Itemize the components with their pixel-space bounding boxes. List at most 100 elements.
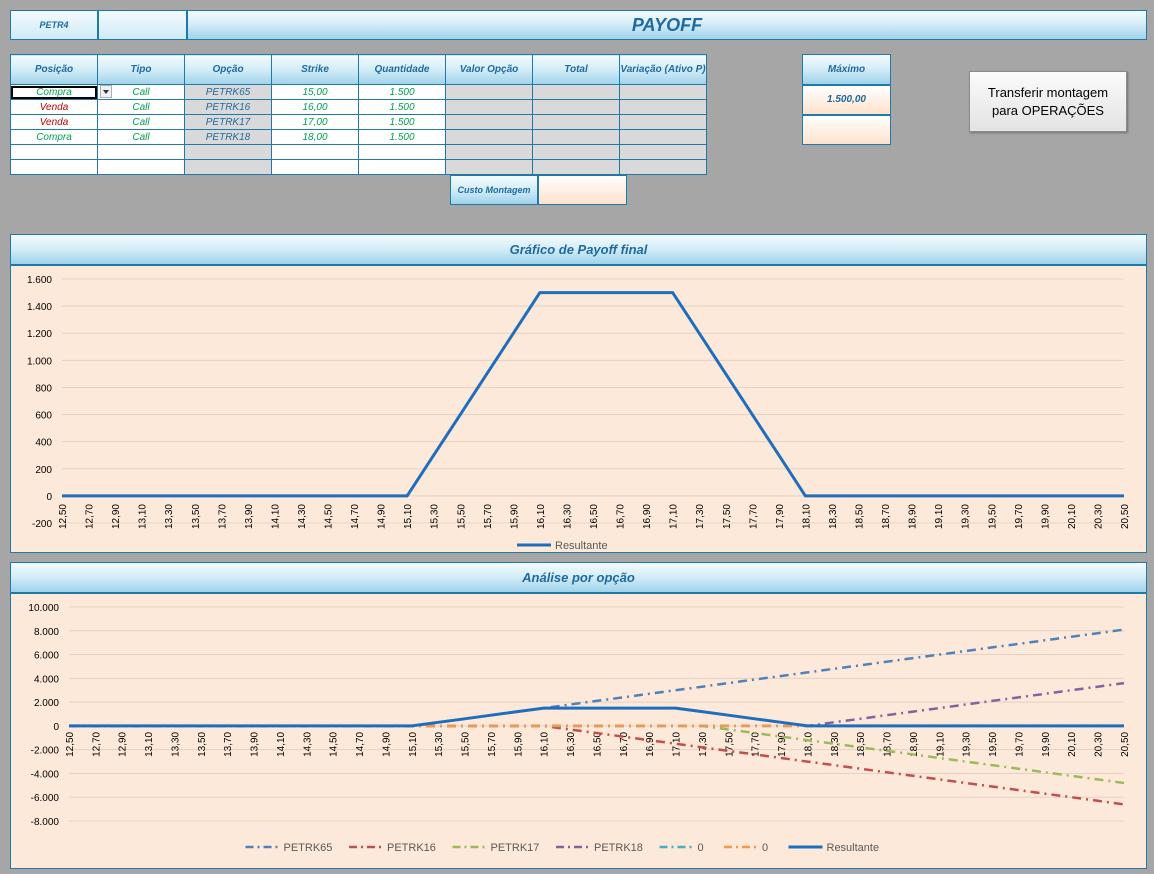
ticker-label: PETR4 xyxy=(39,20,69,30)
x-tick-label: 13,90 xyxy=(250,731,261,756)
ticker-blank-cell[interactable] xyxy=(98,10,187,40)
x-tick-label: 15,10 xyxy=(408,731,419,756)
strike-cell[interactable] xyxy=(271,159,359,175)
opcao-cell xyxy=(184,144,272,160)
x-tick-label: 19,50 xyxy=(987,504,998,529)
tipo-cell[interactable] xyxy=(97,159,185,175)
variacao-cell xyxy=(619,159,707,175)
col-header-variacao: Variação (Ativo P) xyxy=(619,54,707,85)
strike-cell[interactable]: 18,00 xyxy=(271,129,359,145)
tipo-cell[interactable]: Call xyxy=(97,114,185,130)
x-tick-label: 17,90 xyxy=(775,504,786,529)
x-tick-label: 15,50 xyxy=(456,504,467,529)
posicao-cell[interactable] xyxy=(10,144,98,160)
variacao-cell xyxy=(619,84,707,100)
x-tick-label: 19,30 xyxy=(962,731,973,756)
posicao-value: Compra xyxy=(36,86,72,98)
y-tick-label: 1.000 xyxy=(27,356,52,367)
y-tick-label: 800 xyxy=(35,383,52,394)
y-tick-label: -4.000 xyxy=(31,769,60,780)
maximo-value-cell: 1.500,00 xyxy=(802,85,891,115)
y-tick-label: 0 xyxy=(53,722,59,733)
x-tick-label: 13,70 xyxy=(217,504,228,529)
x-tick-label: 18,10 xyxy=(804,731,815,756)
transfer-button-line1: Transferir montagem xyxy=(987,84,1109,100)
total-cell xyxy=(532,99,620,115)
posicao-cell[interactable] xyxy=(10,159,98,175)
col-header-tipo: Tipo xyxy=(97,54,185,85)
analysis-chart: -8.000 -6.000 -4.000 -2.000 0 2.000 4.000 6.000… xyxy=(28,603,1131,854)
transfer-button-line2: para OPERAÇÕES xyxy=(991,102,1104,118)
quantidade-cell[interactable]: 1.500 xyxy=(358,129,446,145)
total-cell xyxy=(532,144,620,160)
y-tick-label: 10.000 xyxy=(28,603,59,614)
quantidade-cell[interactable]: 1.500 xyxy=(358,84,446,100)
x-tick-label: 18,90 xyxy=(908,504,919,529)
x-tick-label: 17,50 xyxy=(722,504,733,529)
tipo-cell[interactable]: Call xyxy=(97,129,185,145)
chevron-down-icon[interactable] xyxy=(100,85,112,98)
chart2-panel: -8.000 -6.000 -4.000 -2.000 0 2.000 4.000 6.000… xyxy=(10,593,1147,869)
x-tick-label: 17,70 xyxy=(751,731,762,756)
posicao-cell[interactable]: Venda xyxy=(10,99,98,115)
x-tick-label: 19,90 xyxy=(1041,731,1052,756)
ticker-cell[interactable]: PETR4 xyxy=(10,10,98,40)
posicao-cell[interactable]: Venda xyxy=(10,114,98,130)
maximo-header: Máximo xyxy=(802,54,891,85)
strike-cell[interactable]: 17,00 xyxy=(271,114,359,130)
tipo-cell[interactable] xyxy=(97,144,185,160)
variacao-cell xyxy=(619,144,707,160)
quantidade-cell[interactable] xyxy=(358,144,446,160)
col-header-posicao: Posição xyxy=(10,54,98,85)
quantidade-cell[interactable]: 1.500 xyxy=(358,99,446,115)
opcao-cell: PETRK17 xyxy=(184,114,272,130)
x-tick-label: 18,50 xyxy=(855,504,866,529)
strike-cell[interactable]: 16,00 xyxy=(271,99,359,115)
y-tick-label: 6.000 xyxy=(34,651,59,662)
y-tick-label: -8.000 xyxy=(31,817,60,828)
posicao-cell[interactable]: Compra xyxy=(10,129,98,145)
table-row: Compra Call PETRK65 15,00 1.500 xyxy=(10,84,707,100)
x-tick-label: 14,70 xyxy=(350,504,361,529)
page-title: PAYOFF xyxy=(187,10,1147,40)
x-tick-label: 15,30 xyxy=(430,504,441,529)
x-tick-label: 12,90 xyxy=(111,504,122,529)
legend-label: 0 xyxy=(762,842,768,854)
chart1-title: Gráfico de Payoff final xyxy=(509,242,648,257)
x-tick-label: 12,50 xyxy=(65,731,76,756)
legend-label: PETRK17 xyxy=(491,842,540,854)
x-tick-label: 13,30 xyxy=(164,504,175,529)
x-tick-label: 19,50 xyxy=(988,731,999,756)
y-tick-label: 1.600 xyxy=(27,275,52,286)
x-tick-label: 18,90 xyxy=(909,731,920,756)
legend-label: PETRK18 xyxy=(594,842,643,854)
tipo-cell[interactable]: Call xyxy=(97,99,185,115)
transfer-button[interactable]: Transferir montagem para OPERAÇÕES xyxy=(969,71,1127,132)
legend-label: PETRK16 xyxy=(387,842,436,854)
x-tick-label: 13,90 xyxy=(244,504,255,529)
quantidade-cell[interactable] xyxy=(358,159,446,175)
posicao-cell[interactable]: Compra xyxy=(10,84,98,100)
strike-cell[interactable] xyxy=(271,144,359,160)
x-tick-label: 20,30 xyxy=(1094,731,1105,756)
total-cell xyxy=(532,114,620,130)
y-tick-label: 1.200 xyxy=(27,329,52,340)
y-tick-label: 1.400 xyxy=(27,302,52,313)
y-tick-label: -6.000 xyxy=(31,793,60,804)
x-tick-label: 19,10 xyxy=(935,731,946,756)
opcao-cell xyxy=(184,159,272,175)
x-tick-label: 20,10 xyxy=(1067,504,1078,529)
x-tick-label: 13,10 xyxy=(144,731,155,756)
x-tick-label: 12,70 xyxy=(91,731,102,756)
x-tick-label: 16,30 xyxy=(562,504,573,529)
strike-cell[interactable]: 15,00 xyxy=(271,84,359,100)
quantidade-cell[interactable]: 1.500 xyxy=(358,114,446,130)
x-tick-label: 18,70 xyxy=(883,731,894,756)
table-header-row: Posição Tipo Opção Strike Quantidade Val… xyxy=(10,54,707,85)
tipo-cell[interactable]: Call xyxy=(97,84,185,100)
table-row xyxy=(10,144,707,160)
x-tick-label: 14,30 xyxy=(297,504,308,529)
x-tick-label: 14,90 xyxy=(382,731,393,756)
legend-label: PETRK65 xyxy=(284,842,333,854)
x-tick-label: 15,70 xyxy=(483,504,494,529)
